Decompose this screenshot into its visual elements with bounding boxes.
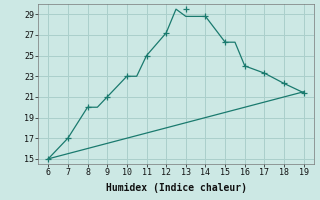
X-axis label: Humidex (Indice chaleur): Humidex (Indice chaleur) bbox=[106, 183, 246, 193]
